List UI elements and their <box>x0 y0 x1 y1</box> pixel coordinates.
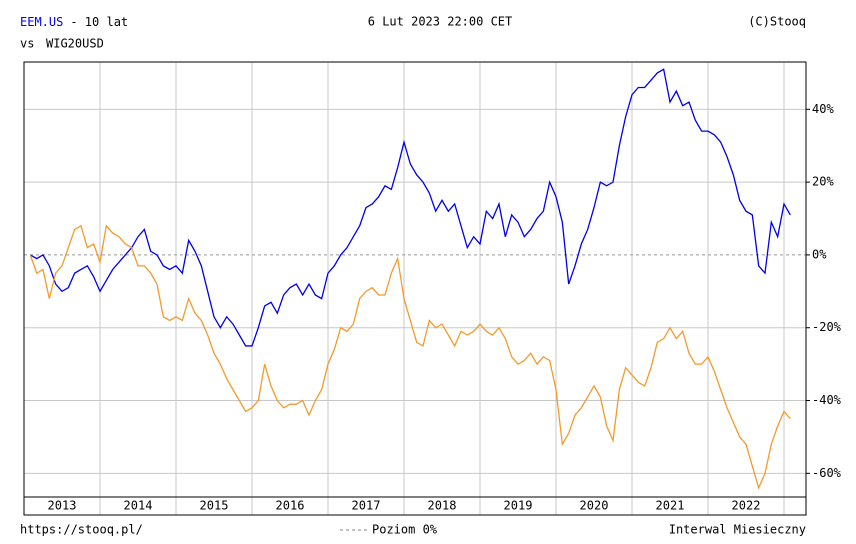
x-tick-label: 2017 <box>352 499 381 513</box>
y-tick-label: 0% <box>812 247 827 261</box>
plot-frame <box>23 61 807 516</box>
x-tick-label: 2018 <box>428 499 457 513</box>
y-tick-label: -60% <box>812 466 842 480</box>
series-line <box>30 68 791 347</box>
x-tick-label: 2013 <box>48 499 77 513</box>
y-tick-label: 40% <box>812 102 834 116</box>
series-name: EEM.US <box>20 15 63 29</box>
interval: Interwal Miesieczny <box>669 523 806 537</box>
x-tick-label: 2015 <box>200 499 229 513</box>
y-tick-label: -40% <box>812 393 842 407</box>
y-tick-label: -20% <box>812 320 842 334</box>
series-line <box>29 224 791 490</box>
period: - 10 lat <box>70 15 128 29</box>
x-tick-label: 2014 <box>124 499 153 513</box>
x-tick-label: 2020 <box>580 499 609 513</box>
y-tick-label: 20% <box>812 175 834 189</box>
x-tick-label: 2016 <box>276 499 305 513</box>
zero-line-label: Poziom 0% <box>372 523 438 537</box>
source: (C)Stooq <box>748 15 806 29</box>
x-tick-label: 2022 <box>732 499 761 513</box>
x-tick-label: 2019 <box>504 499 533 513</box>
series-name: WIG20USD <box>46 37 104 51</box>
x-tick-label: 2021 <box>656 499 685 513</box>
date: 6 Lut 2023 22:00 CET <box>368 15 513 29</box>
url: https://stooq.pl/ <box>20 523 143 537</box>
vs: vs <box>20 37 34 51</box>
header-left: EEM.US - 10 lat <box>20 15 128 29</box>
